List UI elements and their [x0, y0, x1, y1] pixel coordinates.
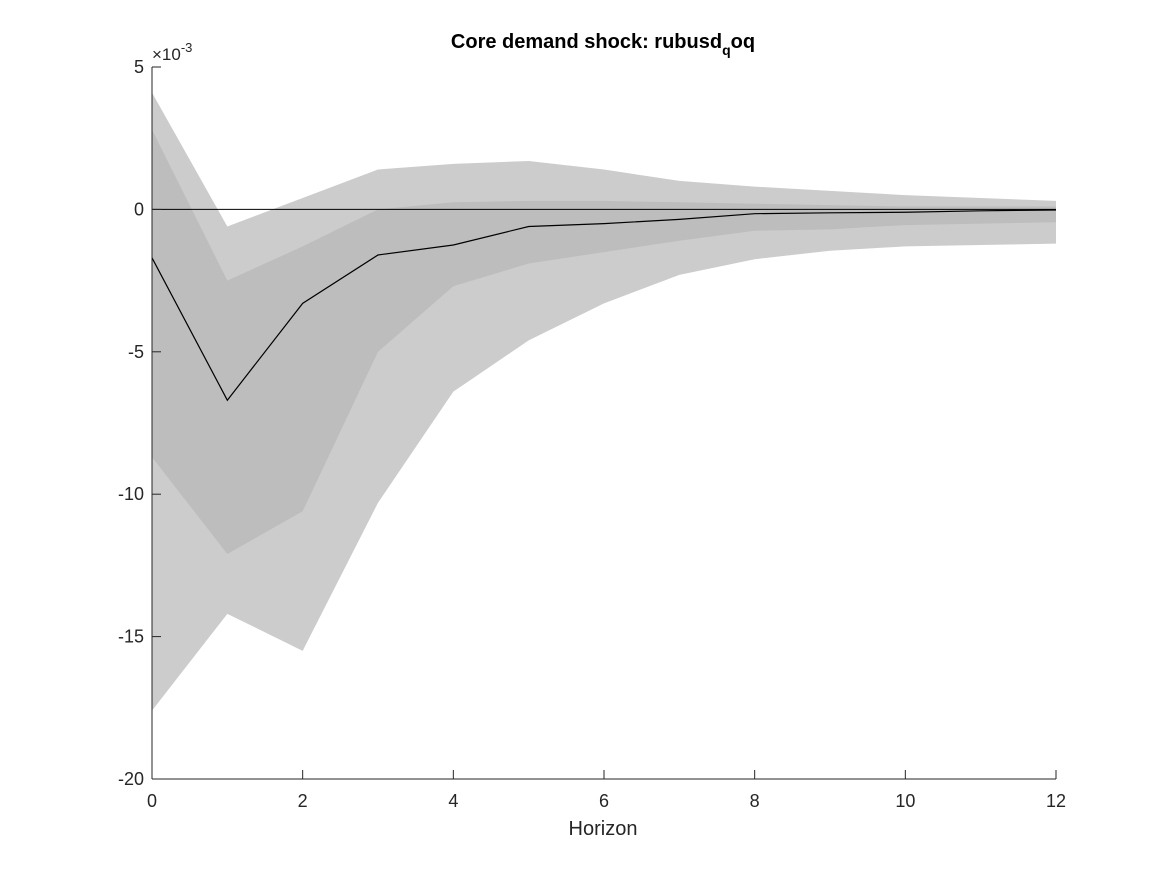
y-tick-label: -15 [118, 627, 144, 647]
chart-title: Core demand shock: rubusdqoq [451, 31, 755, 58]
y-tick-label: -5 [128, 342, 144, 362]
x-tick-label: 0 [147, 791, 157, 811]
x-tick-label: 6 [599, 791, 609, 811]
confidence-bands [152, 92, 1056, 711]
inner-band [152, 129, 1056, 555]
x-tick-label: 8 [750, 791, 760, 811]
y-tick-label: 0 [134, 199, 144, 219]
plot-lines [151, 208, 1057, 402]
y-tick-label: -20 [118, 769, 144, 789]
x-tick-label: 4 [448, 791, 458, 811]
x-tick-label: 2 [298, 791, 308, 811]
x-tick-label: 10 [895, 791, 915, 811]
x-axis-label: Horizon [569, 818, 638, 840]
y-tick-label: -10 [118, 484, 144, 504]
y-tick-label: 5 [134, 57, 144, 77]
ticks: 0 2 4 6 8 10 12 5 0 -5 -10 -15 -20 [118, 57, 1066, 811]
median-line [151, 209, 1057, 402]
x-tick-label: 12 [1046, 791, 1066, 811]
y-exponent-label: ×10-3 [152, 40, 192, 64]
